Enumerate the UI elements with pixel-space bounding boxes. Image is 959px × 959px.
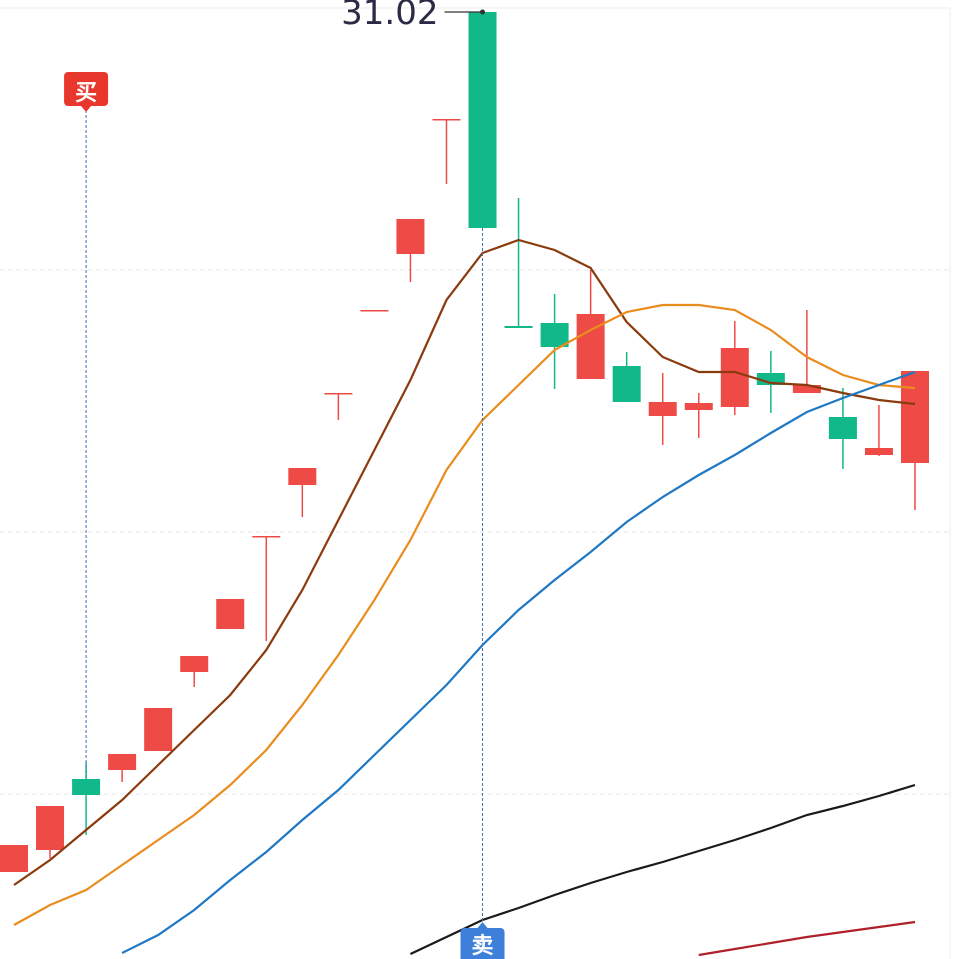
buy-text: 买 <box>75 81 97 106</box>
candle-body <box>612 366 641 402</box>
max-label: 31.02 <box>341 0 438 33</box>
candle-body <box>901 371 929 463</box>
candle-body <box>252 536 281 538</box>
ma-line <box>121 370 916 954</box>
candle-body <box>468 12 497 228</box>
ma-line <box>13 303 916 926</box>
candle-body <box>684 403 713 410</box>
candle-body <box>828 417 857 439</box>
sell-text: 卖 <box>472 933 494 959</box>
candle-body <box>180 656 209 672</box>
candle-body <box>540 323 569 347</box>
candle-body <box>504 326 533 328</box>
max-dot <box>480 9 486 15</box>
candle-body <box>144 708 173 751</box>
candle-body <box>864 448 893 455</box>
ma-line <box>698 920 916 957</box>
buy-badge <box>64 72 109 112</box>
candle-body <box>432 119 461 121</box>
candle-body <box>324 393 353 395</box>
sell-badge <box>460 922 505 959</box>
candle-body <box>216 599 245 629</box>
candle-body <box>396 219 425 254</box>
ma-line <box>13 238 916 886</box>
candle-body <box>792 385 821 393</box>
candle-body <box>576 314 605 379</box>
candle-body <box>108 754 137 770</box>
candle-body <box>360 310 389 312</box>
candle-body <box>288 468 317 485</box>
candle-body <box>36 806 65 850</box>
candle-body <box>0 845 28 872</box>
candle-body <box>720 348 749 407</box>
candle-body <box>648 402 677 416</box>
ma-line <box>409 783 916 955</box>
candle-body <box>72 779 101 795</box>
